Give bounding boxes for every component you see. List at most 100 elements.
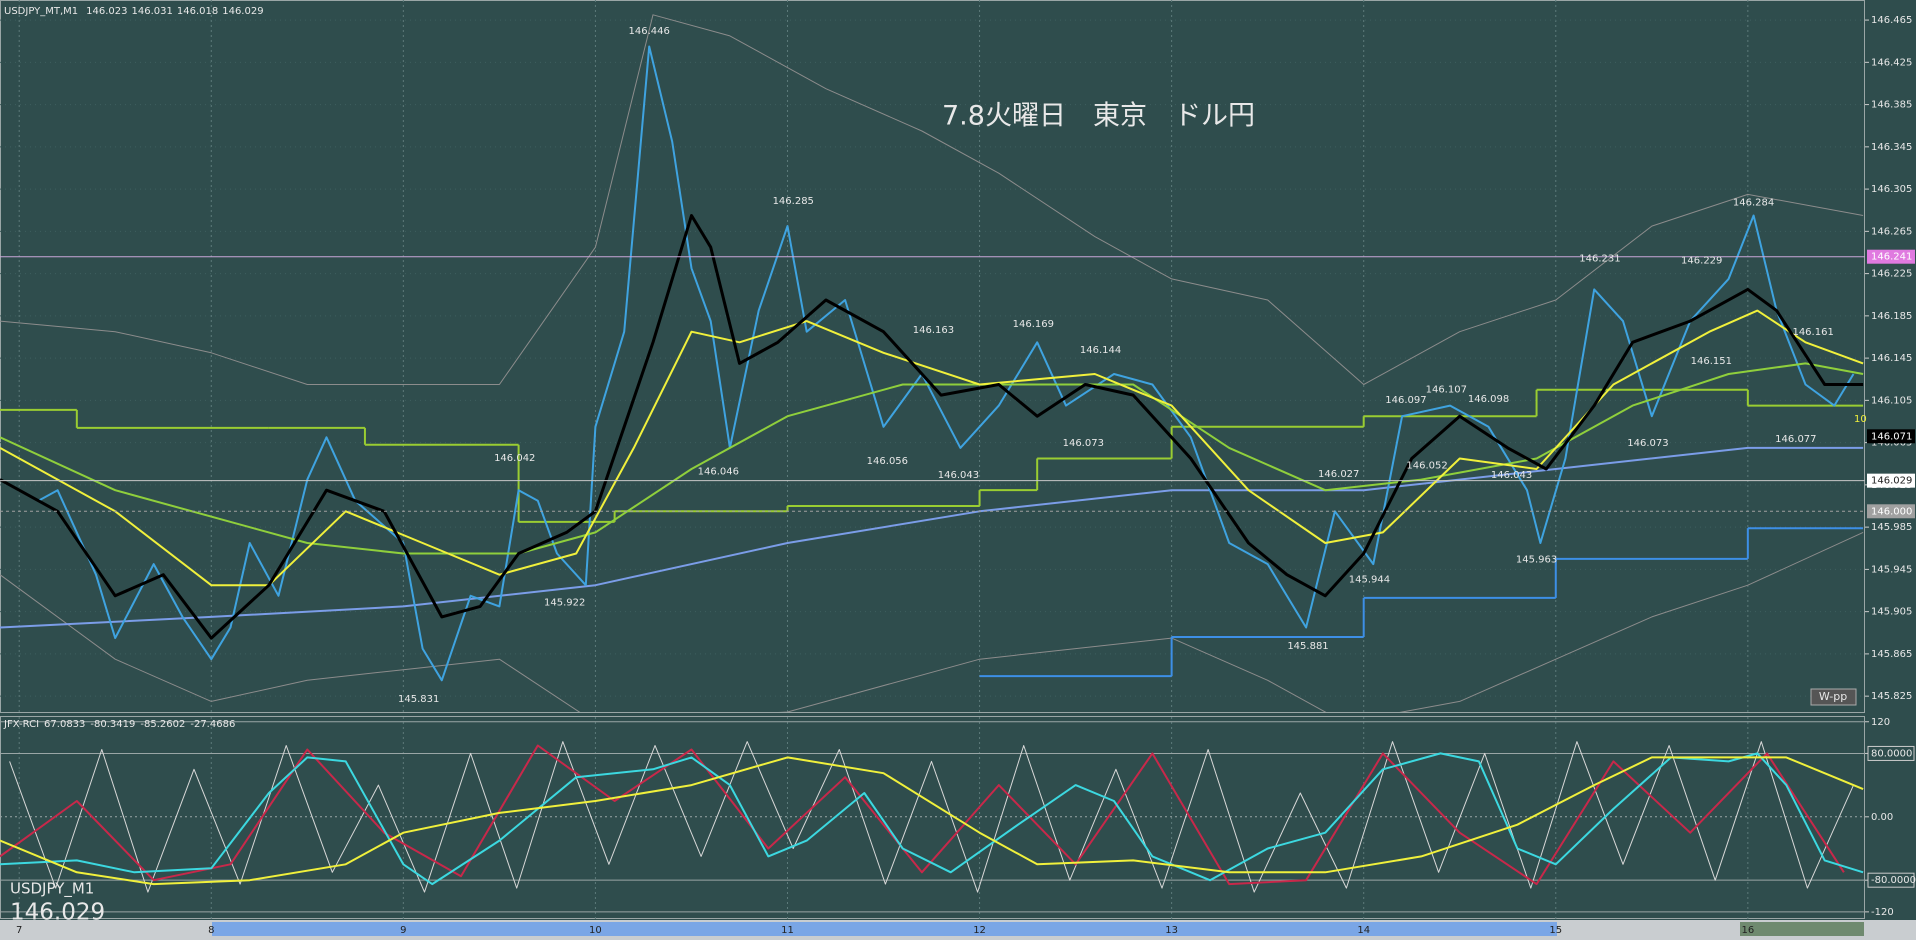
y-tick-label: 145.985: [1871, 522, 1912, 533]
indicator-value: 67.0833: [44, 719, 85, 730]
y-tick-label: 146.425: [1871, 57, 1912, 68]
tick-box: [1867, 872, 1915, 888]
plot-area: [0, 717, 1865, 919]
price-annotation: 146.056: [867, 456, 908, 467]
price-annotation: 146.284: [1733, 197, 1774, 208]
y-tick-label: 145.905: [1871, 607, 1912, 618]
x-tick-label: 10: [589, 925, 602, 936]
price-annotation: 146.231: [1579, 253, 1620, 264]
x-tick-label: 12: [973, 925, 986, 936]
series-line: [0, 14, 1864, 385]
time-axis-end: [1740, 922, 1864, 936]
price-annotation: 146.043: [1491, 470, 1532, 481]
symbol: USDJPY_MT,M1: [4, 6, 78, 17]
rci-header: JFX-RCI 67.0833 -80.3419 -85.2602 -27.4686: [3, 719, 235, 730]
series-line: [0, 752, 1864, 886]
x-tick-label: 15: [1549, 925, 1562, 936]
ohlc-value: 146.031: [132, 6, 173, 17]
y-tick-label: 146.145: [1871, 353, 1912, 364]
y-tick-label: 146.385: [1871, 100, 1912, 111]
x-tick-label: 8: [208, 925, 214, 936]
y-tick-label: -80.0000: [1871, 875, 1916, 886]
price-annotation: 146.077: [1775, 434, 1816, 445]
main-header: USDJPY_MT,M1 146.023 146.031 146.018 146.029: [4, 6, 264, 17]
series-line: [0, 756, 1864, 886]
last-price: 146.029: [10, 900, 105, 926]
y-tick-label: 145.945: [1871, 564, 1912, 575]
price-annotation: 146.042: [494, 453, 535, 464]
price-annotation: 146.073: [1627, 438, 1668, 449]
main-frame: [0, 0, 1865, 713]
price-annotation: 146.169: [1013, 319, 1054, 330]
price-annotation: 146.097: [1385, 395, 1426, 406]
y-tick-label: 145.865: [1871, 649, 1912, 660]
price-annotation: 146.446: [629, 26, 670, 37]
price-annotation: 145.963: [1516, 554, 1557, 565]
price-annotation: 145.831: [398, 694, 439, 705]
price-annotation: 146.285: [773, 196, 814, 207]
price-annotation: 146.073: [1063, 438, 1104, 449]
indicator-name: JFX-RCI: [3, 719, 39, 730]
tick-box: [1867, 745, 1915, 761]
y-tick-label: 146.265: [1871, 226, 1912, 237]
price-annotation: 146.107: [1426, 384, 1467, 395]
y-tick-label: 146.225: [1871, 269, 1912, 280]
x-tick-label: 14: [1357, 925, 1370, 936]
y-tick-label: 146.465: [1871, 15, 1912, 26]
series-line: [0, 744, 1845, 886]
chart-title: 7.8火曜日 東京 ドル円: [942, 101, 1255, 132]
price-tag: [1867, 249, 1915, 264]
x-tick-label: 7: [16, 925, 22, 936]
price-tag: [1867, 473, 1915, 488]
y-tick-label: 146.105: [1871, 395, 1912, 406]
price-annotation: 146.098: [1468, 394, 1509, 405]
ohlc-value: 146.023: [86, 6, 127, 17]
series-line: [9, 741, 1854, 893]
price-annotation: 146.027: [1318, 469, 1359, 480]
rci-frame: [0, 716, 1865, 919]
price-annotation: 146.052: [1406, 460, 1447, 471]
y-tick-label: 120: [1871, 717, 1890, 728]
price-annotation: 145.881: [1287, 641, 1328, 652]
indicator-value: -85.2602: [140, 719, 185, 730]
series-line: [0, 309, 1864, 587]
x-tick-label: 11: [781, 925, 794, 936]
x-tick-label: 16: [1741, 925, 1754, 936]
price-annotation: 146.161: [1792, 327, 1833, 338]
indicator-value: -27.4686: [190, 719, 235, 730]
price-annotation: 146.043: [938, 470, 979, 481]
y-tick-label: 0.00: [1871, 812, 1893, 823]
y-tick-label: 146.345: [1871, 142, 1912, 153]
y-tick-label: 145.825: [1871, 691, 1912, 702]
y-tick-label: -120: [1871, 907, 1894, 918]
price-tag-label: 146.000: [1871, 506, 1912, 517]
price-annotation: 145.944: [1349, 574, 1390, 585]
time-axis-highlight: [212, 922, 1557, 936]
price-annotation: 145.922: [544, 598, 585, 609]
y-tick-label: 80.0000: [1871, 748, 1912, 759]
price-tag-label: 146.071: [1871, 431, 1912, 442]
ohlc-value: 146.018: [177, 6, 218, 17]
price-tag-label: 146.241: [1871, 252, 1912, 263]
price-tag: [1867, 429, 1915, 444]
price-annotation: 146.046: [698, 467, 739, 478]
series-line: [0, 214, 1864, 640]
symbol-label: USDJPY_M1: [10, 880, 94, 899]
price-tag: [1867, 504, 1915, 519]
price-annotation: 146.144: [1080, 345, 1121, 356]
plot-area: [0, 0, 1865, 712]
y-tick-label: 146.305: [1871, 184, 1912, 195]
x-tick-label: 9: [400, 925, 406, 936]
series-line: [0, 45, 1855, 682]
y-tick-label: 146.185: [1871, 311, 1912, 322]
pivot-box: [1810, 688, 1857, 706]
series-line: [0, 531, 1864, 712]
ohlc-value: 146.029: [222, 6, 263, 17]
series-line: [0, 362, 1864, 555]
price-tag-label: 146.029: [1871, 476, 1912, 487]
price-annotation: 146.229: [1681, 255, 1722, 266]
indicator-value: -80.3419: [90, 719, 135, 730]
